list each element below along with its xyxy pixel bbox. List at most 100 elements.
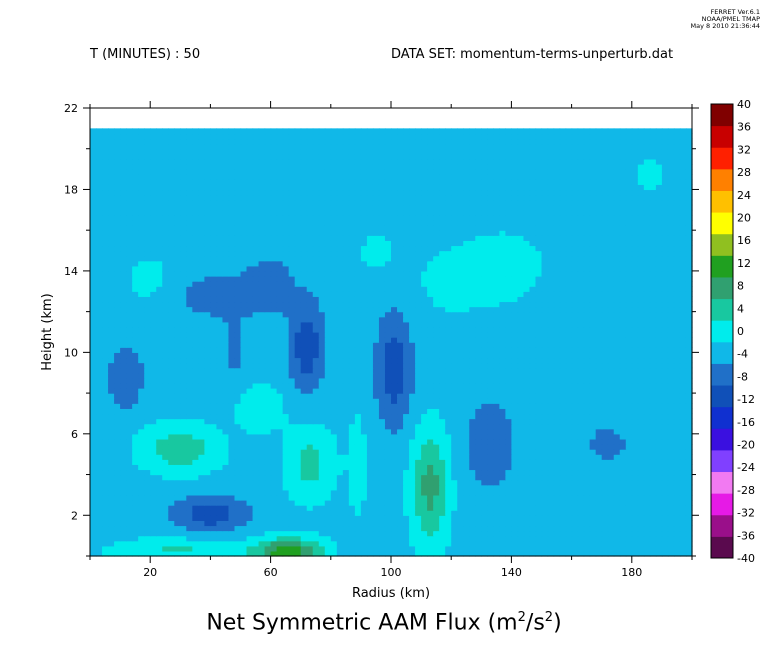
heatmap-cell [270, 545, 278, 552]
heatmap-cell [553, 306, 561, 313]
heatmap-cell [168, 535, 175, 542]
heatmap-cell [547, 321, 555, 328]
heatmap-cell [589, 398, 597, 404]
heatmap-cell [427, 393, 434, 399]
heatmap-cell [138, 413, 145, 420]
heatmap-cell [595, 474, 603, 481]
heatmap-cell [342, 464, 350, 471]
heatmap-cell [372, 525, 380, 532]
heatmap-cell [487, 535, 494, 542]
heatmap-cell [156, 301, 163, 308]
heatmap-cell [324, 393, 332, 399]
heatmap-cell [463, 449, 470, 455]
heatmap-cell [511, 489, 519, 496]
heatmap-cell [667, 525, 675, 532]
heatmap-cell [631, 459, 639, 465]
heatmap-cell [138, 372, 145, 379]
heatmap-cell [330, 479, 338, 486]
heatmap-cell [168, 332, 175, 338]
heatmap-cell [216, 352, 224, 359]
heatmap-cell [421, 484, 428, 491]
heatmap-cell [258, 377, 266, 384]
heatmap-cell [487, 311, 494, 318]
heatmap-cell [493, 418, 500, 425]
heatmap-cell [607, 520, 615, 527]
heatmap-cell [378, 362, 386, 369]
heatmap-cell [517, 393, 525, 399]
heatmap-cell [529, 423, 537, 430]
heatmap-cell [391, 494, 398, 501]
heatmap-cell [366, 550, 374, 557]
heatmap-cell [499, 306, 506, 313]
heatmap-cell [330, 306, 338, 313]
heatmap-cell [336, 525, 344, 532]
heatmap-cell [198, 326, 205, 333]
heatmap-cell [180, 444, 187, 450]
heatmap-cell [150, 306, 157, 313]
heatmap-cell [463, 474, 470, 481]
heatmap-cell [439, 301, 446, 308]
heatmap-cell [210, 474, 218, 481]
heatmap-cell [120, 484, 127, 491]
heatmap-cell [198, 530, 205, 537]
heatmap-cell [138, 505, 145, 511]
heatmap-cell [288, 332, 296, 338]
heatmap-cell [505, 525, 512, 532]
heatmap-cell [180, 337, 187, 343]
heatmap-cell [102, 301, 109, 308]
heatmap-cell [246, 500, 254, 506]
heatmap-cell [409, 449, 416, 455]
heatmap-cell [150, 367, 157, 374]
heatmap-cell [276, 484, 284, 491]
heatmap-cell [403, 311, 410, 318]
heatmap-cell [643, 326, 651, 333]
heatmap-cell [150, 530, 157, 537]
heatmap-cell [102, 326, 109, 333]
heatmap-cell [186, 306, 193, 313]
heatmap-cell [360, 311, 368, 318]
heatmap-cell [300, 454, 308, 460]
heatmap-cell [475, 382, 482, 389]
heatmap-cell [607, 403, 615, 409]
heatmap-cell [90, 433, 97, 440]
heatmap-cell [318, 515, 326, 521]
heatmap-cell [493, 326, 500, 333]
heatmap-cell [198, 352, 205, 359]
heatmap-cell [336, 479, 344, 486]
heatmap-cell [384, 393, 392, 399]
heatmap-cell [559, 332, 567, 338]
heatmap-cell [360, 550, 368, 557]
heatmap-cell [150, 479, 157, 486]
heatmap-cell [276, 388, 284, 394]
heatmap-cell [90, 347, 97, 353]
heatmap-cell [487, 342, 494, 348]
heatmap-cell [312, 367, 320, 374]
heatmap-cell [150, 403, 157, 409]
heatmap-cell [258, 398, 266, 404]
heatmap-cell [120, 479, 127, 486]
heatmap-cell [457, 540, 464, 547]
heatmap-cell [282, 413, 290, 420]
heatmap-cell [216, 505, 224, 511]
heatmap-cell [655, 316, 663, 323]
heatmap-cell [204, 474, 211, 481]
heatmap-cell [318, 372, 326, 379]
heatmap-cell [300, 433, 308, 440]
heatmap-cell [132, 484, 139, 491]
heatmap-cell [487, 520, 494, 527]
heatmap-cell [607, 398, 615, 404]
heatmap-cell [661, 535, 669, 542]
heatmap-cell [150, 505, 157, 511]
heatmap-cell [282, 530, 290, 537]
heatmap-cell [288, 530, 296, 537]
heatmap-cell [132, 367, 139, 374]
heatmap-cell [529, 500, 537, 506]
heatmap-cell [433, 418, 440, 425]
heatmap-cell [409, 433, 416, 440]
heatmap-cell [222, 479, 230, 486]
heatmap-cell [613, 449, 621, 455]
heatmap-cell [348, 515, 356, 521]
heatmap-cell [156, 316, 163, 323]
heatmap-cell [409, 489, 416, 496]
heatmap-cell [391, 382, 398, 389]
